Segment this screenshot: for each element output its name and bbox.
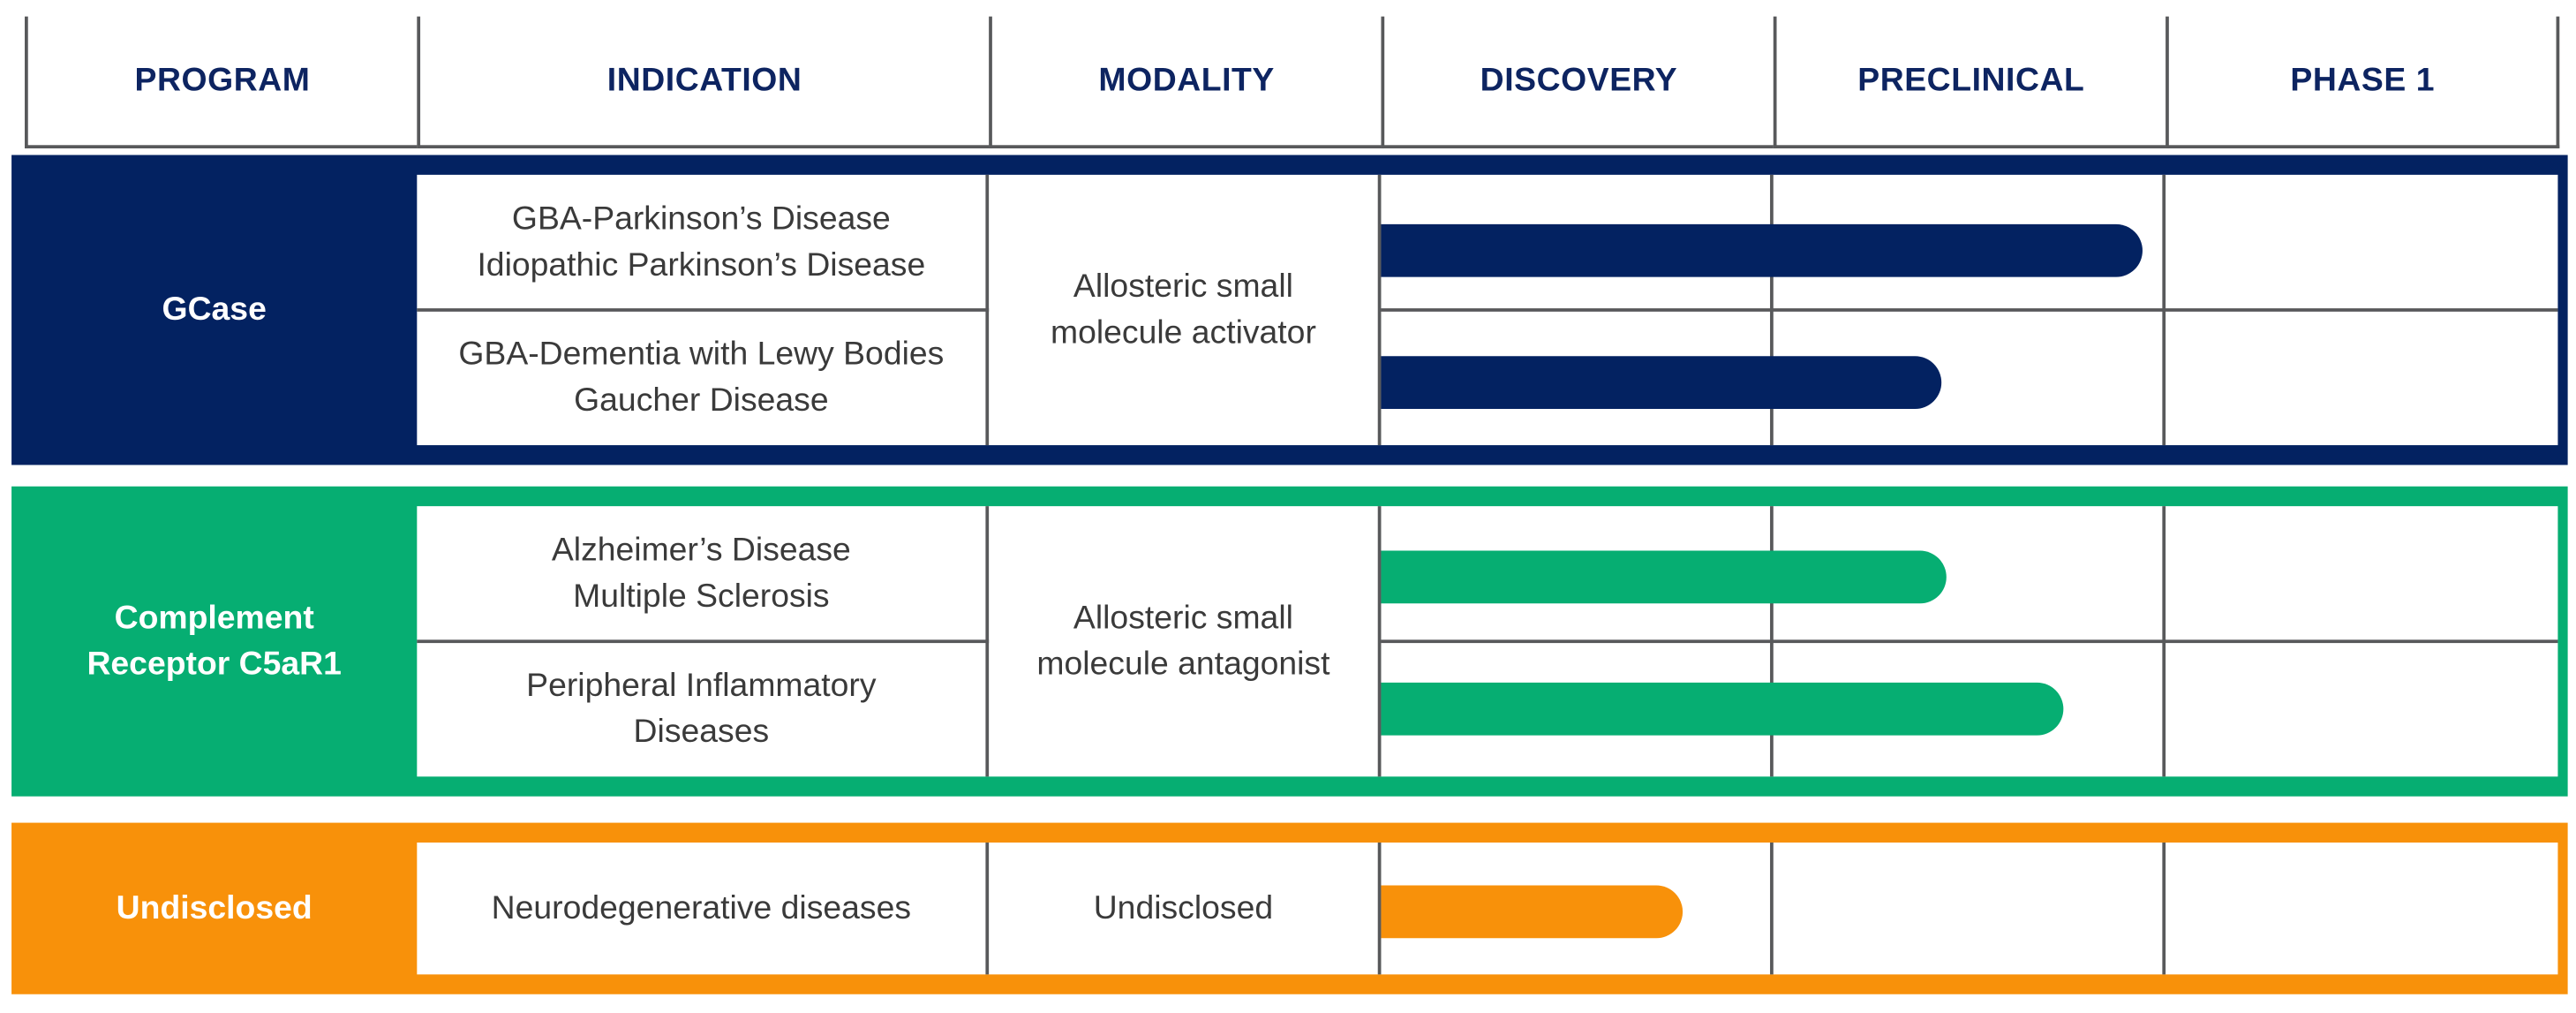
program-name-text: Undisclosed xyxy=(116,890,313,927)
header-modality: MODALITY xyxy=(989,16,1382,149)
row-divider xyxy=(417,639,990,644)
indication-line: Neurodegenerative diseases xyxy=(491,890,912,927)
modality-text: Allosteric small molecule antagonist xyxy=(1036,600,1330,683)
indication-cell: Neurodegenerative diseases xyxy=(417,842,990,975)
program-grid: Neurodegenerative diseases Undisclosed xyxy=(417,842,2558,975)
stage-divider xyxy=(1770,842,1774,975)
program-band-undisclosed: Undisclosed Neurodegenerative diseases U… xyxy=(11,822,2568,994)
row-divider xyxy=(1381,639,2558,644)
indication-line: Peripheral Inflammatory xyxy=(526,668,877,705)
progress-bar xyxy=(1381,885,1683,939)
stage-divider xyxy=(2162,842,2166,975)
header-preclinical: PRECLINICAL xyxy=(1773,16,2166,149)
stage-divider xyxy=(1770,506,1774,777)
program-name: Undisclosed xyxy=(11,823,417,994)
row-divider xyxy=(1381,308,2558,312)
indication-cell: Alzheimer’s Disease Multiple Sclerosis xyxy=(417,506,990,642)
indication-cell: Peripheral Inflammatory Diseases xyxy=(417,641,990,777)
modality-text: Allosteric small molecule activator xyxy=(1050,268,1316,352)
program-name-text: Complement Receptor C5aR1 xyxy=(87,600,342,683)
indication-line: Alzheimer’s Disease xyxy=(551,533,851,570)
modality-text: Undisclosed xyxy=(1093,890,1274,927)
stage-divider xyxy=(1770,174,1774,446)
progress-bar xyxy=(1381,356,1942,409)
progress-bar xyxy=(1381,223,2143,277)
indication-line: GBA-Dementia with Lewy Bodies xyxy=(458,336,945,373)
modality-cell: Allosteric small molecule antagonist xyxy=(989,506,1382,777)
indication-line: GBA-Parkinson’s Disease xyxy=(511,200,891,238)
progress-bar xyxy=(1381,682,2064,736)
header-phase-1: PHASE 1 xyxy=(2165,16,2560,149)
progress-bar xyxy=(1381,550,1947,604)
program-name-text: GCase xyxy=(162,291,267,329)
stage-divider xyxy=(2162,174,2166,446)
program-band-c5ar1: Complement Receptor C5aR1 Alzheimer’s Di… xyxy=(11,486,2568,797)
indication-line: Gaucher Disease xyxy=(574,382,829,420)
indication-line: Diseases xyxy=(633,714,770,751)
program-name: GCase xyxy=(11,155,417,465)
indication-line: Idiopathic Parkinson’s Disease xyxy=(477,247,926,284)
header-discovery: DISCOVERY xyxy=(1381,16,1774,149)
header-program: PROGRAM xyxy=(25,16,418,149)
program-grid: GBA-Parkinson’s Disease Idiopathic Parki… xyxy=(417,174,2558,446)
indication-cell: GBA-Parkinson’s Disease Idiopathic Parki… xyxy=(417,174,990,310)
header-row: PROGRAM INDICATION MODALITY DISCOVERY PR… xyxy=(25,16,2560,149)
header-indication: INDICATION xyxy=(417,16,990,149)
stage-divider xyxy=(2162,506,2166,777)
program-band-gcase: GCase GBA-Parkinson’s Disease Idiopathic… xyxy=(11,155,2568,465)
indication-cell: GBA-Dementia with Lewy Bodies Gaucher Di… xyxy=(417,309,990,446)
modality-cell: Allosteric small molecule activator xyxy=(989,174,1382,446)
program-name: Complement Receptor C5aR1 xyxy=(11,487,417,797)
modality-cell: Undisclosed xyxy=(989,842,1382,975)
indication-line: Multiple Sclerosis xyxy=(573,578,830,616)
program-grid: Alzheimer’s Disease Multiple Sclerosis P… xyxy=(417,506,2558,777)
row-divider xyxy=(417,308,990,312)
